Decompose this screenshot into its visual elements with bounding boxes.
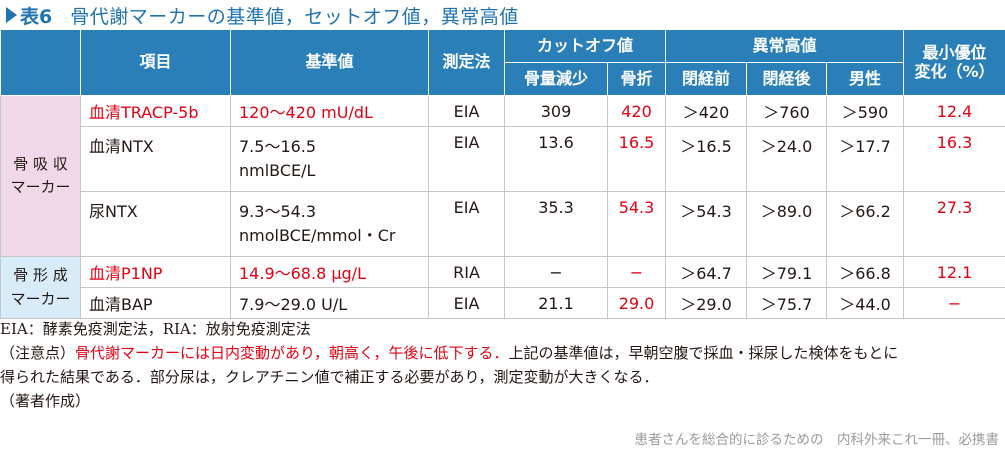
header-cutoff: カットオフ値	[503, 29, 667, 63]
header-lsc-line1: 最小優位	[922, 43, 987, 63]
method-cell: EIA	[428, 95, 505, 127]
caution-highlight: 骨代謝マーカーには日内変動があり，朝高く，午後に低下する．	[75, 344, 509, 362]
male-cell: ＞590	[826, 95, 905, 127]
postmenopause-cell: ＞75.7	[746, 287, 828, 319]
table-row: 骨 形 成 マーカー 血清P1NP 14.9～68.8 μg/L RIA − −…	[0, 256, 1005, 319]
fracture-cell: 420	[606, 95, 667, 127]
item-cell: 血清TRACP-5b	[80, 95, 231, 127]
group-label-line1: 骨 吸 収	[13, 154, 68, 173]
group-label-resorption: 骨 吸 収 マーカー	[0, 95, 81, 257]
header-postmenopause: 閉経後	[746, 62, 828, 96]
marker-table: 項目 基準値 測定法 カットオフ値 異常高値 最小優位 変化（%） 骨量減少 骨…	[0, 29, 1005, 319]
caution-prefix: （注意点）	[0, 344, 76, 362]
bone-loss-cell: −	[504, 256, 608, 288]
bone-loss-cell: 21.1	[504, 287, 608, 319]
postmenopause-cell: ＞79.1	[746, 256, 828, 288]
reference-cell: 14.9～68.8 μg/L	[230, 256, 429, 288]
item-cell: 尿NTX	[80, 191, 231, 257]
header-male: 男性	[826, 62, 905, 96]
male-cell: ＞17.7	[826, 126, 905, 192]
premenopause-cell: ＞54.3	[665, 191, 748, 257]
item-cell: 血清NTX	[80, 126, 231, 192]
header-method: 測定法	[428, 29, 505, 96]
item-cell: 血清BAP	[80, 287, 231, 319]
table-label: 表6	[20, 5, 53, 28]
reference-cell: 7.5～16.5 nmlBCE/L	[230, 126, 429, 192]
table-title: 表6 骨代謝マーカーの基準値，セットオフ値，異常高値	[6, 1, 519, 29]
fracture-cell: 29.0	[606, 287, 667, 319]
header-item: 項目	[80, 29, 231, 96]
header-bone-loss: 骨量減少	[504, 62, 608, 96]
reference-line2: nmolBCE/mmol・Cr	[239, 226, 396, 245]
header-group	[0, 29, 81, 96]
reference-cell: 9.3～54.3 nmolBCE/mmol・Cr	[230, 191, 429, 257]
method-cell: EIA	[428, 191, 505, 257]
reference-cell: 7.9～29.0 U/L	[230, 287, 429, 319]
table-row: 血清BAP 7.9～29.0 U/L EIA 21.1 29.0 ＞29.0 ＞…	[1, 287, 1005, 319]
table-row: 尿NTX 9.3～54.3 nmolBCE/mmol・Cr EIA 35.3 5…	[1, 191, 1005, 257]
male-cell: ＞66.2	[826, 191, 905, 257]
postmenopause-cell: ＞24.0	[746, 126, 828, 192]
book-footer: 患者さんを総合的に診るための 内科外来これ一冊、必携書	[634, 432, 1000, 448]
lsc-cell: 16.3	[903, 126, 1005, 192]
table-row: 骨 吸 収 マーカー 血清TRACP-5b 120～420 mU/dL EIA …	[0, 95, 1005, 257]
male-cell: ＞66.8	[826, 256, 905, 288]
premenopause-cell: ＞64.7	[665, 256, 748, 288]
method-cell: RIA	[428, 256, 505, 288]
postmenopause-cell: ＞89.0	[746, 191, 828, 257]
header-abnormal: 異常高値	[665, 29, 905, 63]
reference-line2: nmlBCE/L	[239, 161, 316, 180]
group-label-line1: 骨 形 成	[13, 266, 68, 285]
fracture-cell: 54.3	[606, 191, 667, 257]
group-label-line2: マーカー	[10, 178, 71, 196]
item-cell: 血清P1NP	[80, 256, 231, 288]
method-cell: EIA	[428, 287, 505, 319]
author-note: （著者作成）	[0, 392, 91, 410]
header-lsc-line2: 変化（%）	[914, 61, 995, 81]
table-row: 血清NTX 7.5～16.5 nmlBCE/L EIA 13.6 16.5 ＞1…	[1, 126, 1005, 192]
triangle-marker-icon	[6, 7, 17, 23]
bone-loss-cell: 309	[504, 95, 608, 127]
reference-line1: 9.3～54.3	[239, 202, 317, 221]
abbreviation-note: EIA：酵素免疫測定法，RIA：放射免疫測定法	[0, 320, 311, 338]
header-lsc: 最小優位 変化（%）	[903, 29, 1005, 96]
premenopause-cell: ＞29.0	[665, 287, 748, 319]
premenopause-cell: ＞420	[665, 95, 748, 127]
caution-note-continued: 得られた結果である．部分尿は，クレアチニン値で補正する必要があり，測定変動が大き…	[0, 368, 659, 386]
lsc-cell: 27.3	[903, 191, 1005, 257]
group-label-line2: マーカー	[10, 289, 71, 308]
header-premenopause: 閉経前	[665, 62, 748, 96]
male-cell: ＞44.0	[826, 287, 905, 319]
reference-cell: 120～420 mU/dL	[230, 95, 429, 127]
table-caption: 骨代謝マーカーの基準値，セットオフ値，異常高値	[70, 5, 519, 28]
premenopause-cell: ＞16.5	[665, 126, 748, 192]
header-reference: 基準値	[230, 29, 429, 96]
lsc-cell: 12.1	[903, 256, 1005, 288]
header-fracture: 骨折	[606, 62, 667, 96]
postmenopause-cell: ＞760	[746, 95, 828, 127]
group-label-formation: 骨 形 成 マーカー	[0, 256, 81, 319]
caution-note: （注意点）骨代謝マーカーには日内変動があり，朝高く，午後に低下する．上記の基準値…	[0, 341, 1005, 365]
reference-line1: 7.5～16.5	[239, 137, 317, 156]
fracture-cell: 16.5	[606, 126, 667, 192]
fracture-cell: −	[606, 256, 667, 288]
caution-text: 上記の基準値は，早朝空腹で採血・採尿した検体をもとに	[508, 344, 899, 362]
lsc-cell: −	[903, 287, 1005, 319]
bone-loss-cell: 35.3	[504, 191, 608, 257]
bone-loss-cell: 13.6	[504, 126, 608, 192]
table-notes: EIA：酵素免疫測定法，RIA：放射免疫測定法 （注意点）骨代謝マーカーには日内…	[0, 317, 1005, 413]
lsc-cell: 12.4	[903, 95, 1005, 127]
method-cell: EIA	[428, 126, 505, 192]
